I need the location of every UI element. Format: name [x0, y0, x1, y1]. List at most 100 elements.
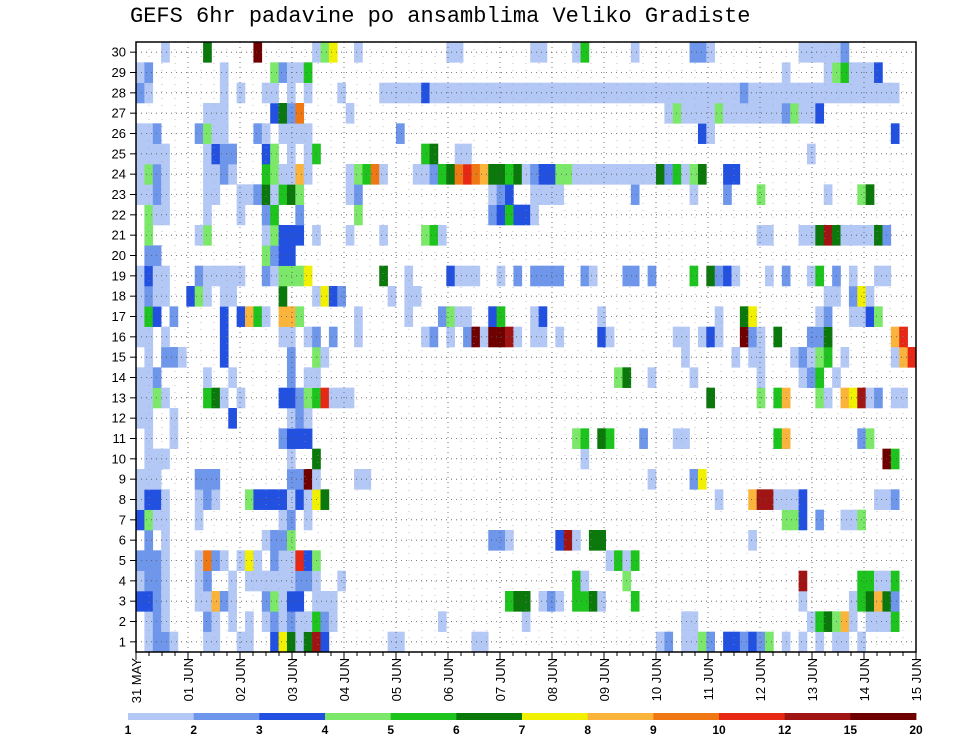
heatmap-cell — [899, 387, 908, 409]
heatmap-cell — [723, 265, 732, 287]
heatmap-cell — [211, 103, 221, 124]
heatmap-cell — [739, 82, 749, 104]
heatmap-cell — [798, 591, 808, 612]
heatmap-cell — [161, 347, 170, 368]
x-tick-label: 04 JUN — [337, 658, 352, 701]
heatmap-cell — [656, 164, 665, 185]
heatmap-cell — [412, 82, 422, 104]
heatmap-cell — [756, 387, 766, 409]
heatmap-cell — [765, 489, 774, 510]
heatmap-cell — [865, 387, 875, 409]
x-tick-label: 06 JUN — [441, 658, 456, 701]
heatmap-cell — [630, 184, 640, 205]
heatmap-cell — [136, 306, 145, 327]
heatmap-cell — [756, 225, 766, 246]
heatmap-cell — [278, 103, 288, 124]
legend-swatch — [850, 713, 917, 720]
heatmap-cell — [765, 265, 774, 287]
heatmap-cell — [152, 591, 162, 612]
heatmap-cell — [303, 570, 313, 592]
heatmap-cell — [144, 164, 154, 185]
heatmap-cell — [446, 82, 456, 104]
heatmap-cell — [890, 591, 900, 612]
heatmap-cell — [161, 509, 170, 531]
heatmap-cell — [874, 306, 883, 327]
heatmap-cell — [505, 184, 514, 205]
heatmap-cell — [303, 265, 313, 287]
heatmap-cell — [488, 306, 497, 327]
heatmap-cell — [236, 184, 246, 205]
heatmap-cell — [815, 611, 825, 632]
heatmap-cell — [328, 591, 338, 612]
legend-label: 12 — [778, 723, 792, 737]
heatmap-cell — [463, 306, 472, 327]
heatmap-cell — [731, 631, 741, 653]
heatmap-cell — [379, 82, 388, 104]
heatmap-cell — [303, 428, 313, 449]
heatmap-cell — [136, 82, 145, 104]
heatmap-cell — [161, 550, 170, 571]
heatmap-cell — [823, 326, 833, 348]
heatmap-cell — [219, 164, 229, 185]
heatmap-cell — [169, 306, 179, 327]
heatmap-cell — [463, 265, 472, 287]
heatmap-cell — [152, 570, 162, 592]
heatmap-cell — [865, 286, 875, 307]
heatmap-cell — [278, 611, 288, 632]
heatmap-cell — [194, 265, 204, 287]
heatmap-cell — [144, 184, 154, 205]
heatmap-cell — [219, 143, 229, 165]
heatmap-cell — [152, 469, 162, 490]
heatmap-cell — [270, 570, 279, 592]
heatmap-cell — [530, 326, 539, 348]
heatmap-cell — [152, 286, 162, 307]
heatmap-cell — [328, 42, 338, 63]
heatmap-cell — [303, 489, 313, 510]
heatmap-cell — [270, 591, 279, 612]
heatmap-cell — [790, 347, 799, 368]
heatmap-cell — [228, 408, 237, 429]
heatmap-cell — [823, 82, 833, 104]
heatmap-cell — [614, 550, 623, 571]
heatmap-cell — [152, 245, 162, 266]
heatmap-cell — [144, 367, 154, 388]
heatmap-cell — [169, 631, 179, 653]
heatmap-cell — [203, 265, 212, 287]
heatmap-cell — [815, 225, 825, 246]
heatmap-cell — [203, 123, 212, 144]
heatmap-cell — [295, 184, 305, 205]
heatmap-cell — [588, 530, 598, 551]
x-axis-ticks: 31 MAY 01 JUN 02 JUN 03 JUN 04 JUN 05 JUN 06 J… — [129, 652, 924, 703]
x-tick-label: 05 JUN — [389, 658, 404, 701]
heatmap-cell — [203, 103, 212, 124]
heatmap-cell — [379, 164, 388, 185]
heatmap-cell — [798, 367, 808, 388]
heatmap-cell — [303, 143, 313, 165]
heatmap-cell — [656, 82, 665, 104]
heatmap-cell — [144, 265, 154, 287]
heatmap-cell — [295, 306, 305, 327]
heatmap-cell — [664, 82, 674, 104]
y-tick-label: 27 — [112, 106, 126, 121]
heatmap-cell — [530, 265, 539, 287]
heatmap-cell — [815, 347, 825, 368]
heatmap-cell — [421, 143, 430, 165]
heatmap-cell — [295, 62, 305, 83]
heatmap-cell — [865, 82, 875, 104]
heatmap-cell — [756, 326, 766, 348]
heatmap-cell — [756, 184, 766, 205]
heatmap-cell — [874, 265, 883, 287]
heatmap-cell — [756, 631, 766, 653]
heatmap-cell — [144, 225, 154, 246]
heatmap-cell — [295, 631, 305, 653]
heatmap-cell — [865, 225, 875, 246]
heatmap-cell — [136, 367, 145, 388]
heatmap-cell — [253, 184, 263, 205]
heatmap-cell — [303, 509, 313, 531]
heatmap-cell — [815, 265, 825, 287]
heatmap-cell — [295, 550, 305, 571]
heatmap-cell — [211, 591, 221, 612]
heatmap-cell — [236, 387, 246, 409]
heatmap-cell — [731, 265, 741, 287]
